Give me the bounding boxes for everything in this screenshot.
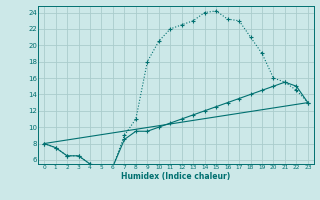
X-axis label: Humidex (Indice chaleur): Humidex (Indice chaleur) — [121, 172, 231, 181]
